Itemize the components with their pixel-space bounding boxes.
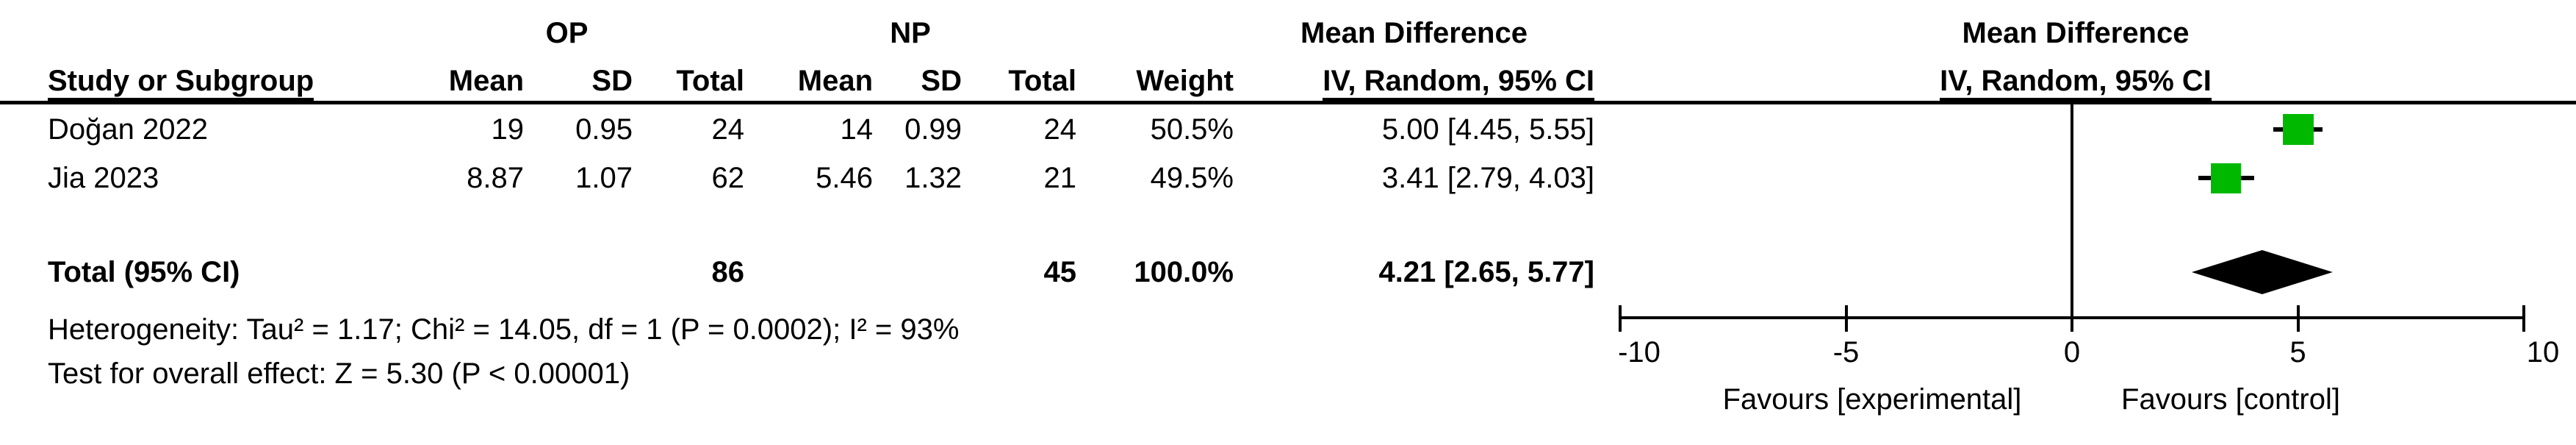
study-value-cell: 49.5% <box>1150 162 1234 194</box>
study-name-cell: Doğan 2022 <box>48 113 208 146</box>
col-header-weight: Weight <box>1136 65 1234 97</box>
study-name-cell: Jia 2023 <box>48 162 159 194</box>
col-header-study: Study or Subgroup <box>48 64 389 101</box>
col-header-np-mean: Mean <box>797 65 873 97</box>
col-header-np-total: Total <box>1008 65 1076 97</box>
study-value-cell: 8.87 <box>467 162 524 194</box>
x-axis-tick <box>2522 305 2525 332</box>
forest-square <box>2282 114 2314 145</box>
plot-header-method: IV, Random, 95% CI <box>1892 64 2259 101</box>
study-value-cell: 0.99 <box>904 113 962 146</box>
study-row: Jia 2023 8.87 1.07 62 5.46 1.32 21 49.5% 3.41 [2… <box>48 161 1594 195</box>
axis-tick-label: 0 <box>2063 336 2081 369</box>
study-value-cell: 62 <box>711 162 745 194</box>
group-header-effect: Mean Difference <box>1300 17 1528 49</box>
total-np-n: 45 <box>1043 256 1077 288</box>
study-value-cell: 1.07 <box>575 162 633 194</box>
study-value-cell: 19 <box>491 113 525 146</box>
group-header-np: NP <box>890 17 931 49</box>
favours-right-label: Favours [control] <box>2121 383 2340 416</box>
study-value-cell: 0.95 <box>575 113 633 146</box>
study-row: Doğan 2022 19 0.95 24 14 0.99 24 50.5% 5.00 [4.4… <box>48 113 1594 146</box>
study-value-cell: 24 <box>711 113 745 146</box>
study-value-cell: 24 <box>1043 113 1077 146</box>
column-header-row: Study or Subgroup Mean SD Total Mean SD … <box>48 64 1594 101</box>
axis-tick-label: -5 <box>1832 336 1860 369</box>
study-value-cell: 5.46 <box>816 162 873 194</box>
group-header-op: OP <box>545 17 589 49</box>
x-axis-tick <box>1844 305 1848 332</box>
overall-effect-note: Test for overall effect: Z = 5.30 (P < 0… <box>48 357 630 390</box>
total-op-n: 86 <box>711 256 745 288</box>
total-label: Total (95% CI) <box>48 256 240 288</box>
x-axis-tick <box>2070 305 2073 332</box>
col-header-op-mean: Mean <box>448 65 524 97</box>
study-value-cell: 21 <box>1043 162 1077 194</box>
study-value-cell: 14 <box>840 113 874 146</box>
study-value-cell: 1.32 <box>904 162 962 194</box>
study-value-cell: 5.00 [4.45, 5.55] <box>1381 113 1594 146</box>
col-header-op-total: Total <box>676 65 744 97</box>
col-header-ci: IV, Random, 95% CI <box>1234 64 1594 101</box>
summary-diamond <box>2191 250 2333 294</box>
col-header-np-sd: SD <box>921 65 962 97</box>
axis-tick-label: 5 <box>2289 336 2306 369</box>
axis-tick-label: -10 <box>1618 336 1661 369</box>
x-axis-tick <box>1619 305 1622 332</box>
x-axis-tick <box>2296 305 2300 332</box>
axis-tick-label: 10 <box>2526 336 2560 369</box>
plot-header-effect: Mean Difference <box>1962 17 2190 49</box>
forest-square <box>2211 163 2242 193</box>
zero-reference-line <box>2070 104 2073 316</box>
total-weight: 100.0% <box>1134 256 1234 288</box>
total-row: Total (95% CI) 86 45 100.0% 4.21 [2.65, … <box>48 255 1594 289</box>
study-value-cell: 50.5% <box>1150 113 1234 146</box>
heterogeneity-note: Heterogeneity: Tau² = 1.17; Chi² = 14.05… <box>48 313 960 346</box>
total-effect: 4.21 [2.65, 5.77] <box>1378 256 1594 288</box>
col-header-op-sd: SD <box>591 65 633 97</box>
header-rule <box>0 101 2576 104</box>
favours-left-label: Favours [experimental] <box>1722 383 2022 416</box>
study-value-cell: 3.41 [2.79, 4.03] <box>1381 162 1594 194</box>
